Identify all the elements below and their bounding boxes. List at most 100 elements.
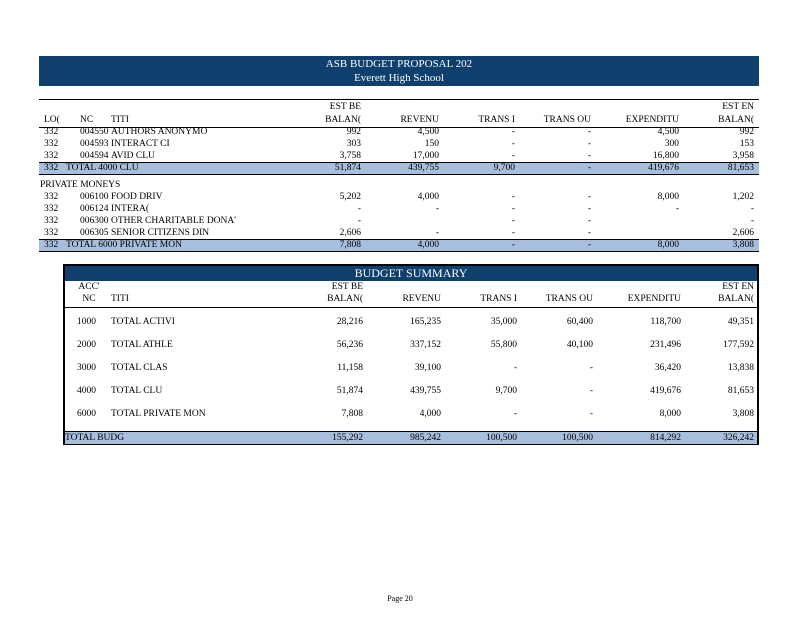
cell-revenue: 17,000 [412,151,439,161]
table-row: 332 006124 INTERA( - - - - - - [39,203,759,215]
cell-revenue: - [435,228,439,238]
cell-trans-in: - [511,192,515,202]
cell-est-beg: 51,874 [336,386,363,396]
cell-revenue: - [435,204,439,214]
header-est-beg-2: BALAN( [325,115,361,125]
header-trans-out: TRANS OU [545,294,593,304]
cell-title: TOTAL 4000 CLU [66,163,139,173]
cell-loc: 332 [44,163,59,173]
cell-est-beg: 5,202 [339,192,361,202]
cell-trans-out: - [587,204,591,214]
cell-no: 004593 [80,139,109,149]
cell-est-end: 13,838 [727,363,754,373]
header-loc: LO( [44,115,60,125]
cell-est-beg: 303 [346,139,361,149]
table-row: 332 006100 FOOD DRIV 5,202 4,000 - - 8,0… [39,191,759,203]
cell-no: 004594 [80,151,109,161]
table-row: 332 004593 INTERACT CI 303 150 - - 300 1… [39,138,759,150]
cell-expenditures: 231,496 [650,340,681,350]
cell-revenue: 4,000 [417,240,439,250]
header-acct-2: NC [82,294,96,304]
cell-trans-out: - [587,192,591,202]
cell-est-end: - [750,216,754,226]
school-name: Everett High School [354,72,444,84]
cell-est-end: 81,653 [727,163,754,173]
page-number: Page 20 [387,594,413,603]
cell-est-beg: 2,606 [339,228,361,238]
cell-trans-in: 55,800 [490,340,517,350]
cell-trans-out: - [587,151,591,161]
header-expenditures: EXPENDITU [625,115,679,125]
header-expenditures: EXPENDITU [627,294,681,304]
cell-est-beg: 28,216 [336,317,363,327]
detail-table-header: LO( NC TITI EST BE BALAN( REVENU TRANS I… [39,99,759,128]
cell-title: AUTHORS ANONYMO [111,127,208,137]
total-clubs-row: 332 TOTAL 4000 CLU 51,874 439,755 9,700 … [39,162,759,175]
cell-trans-out: - [589,409,593,419]
cell-trans-in: - [511,204,515,214]
cell-title: OTHER CHARITABLE DONA' [111,216,236,226]
cell-title: AVID CLU [111,151,155,161]
table-row: 332 004550 AUTHORS ANONYMO 992 4,500 - -… [39,126,759,138]
cell-acct: 3000 [77,363,96,373]
cell-trans-out: - [587,216,591,226]
summary-header: ACC' NC TITI EST BE BALAN( REVENU TRANS … [65,281,757,308]
header-trans-in: TRANS I [480,294,517,304]
cell-title: SENIOR CITIZENS DIN [111,228,210,238]
cell-trans-out: 100,500 [562,433,593,443]
cell-est-beg: 992 [346,127,361,137]
cell-acct: 2000 [77,340,96,350]
cell-loc: 332 [44,240,59,250]
cell-trans-in: - [513,363,517,373]
cell-expenditures: 814,292 [650,433,681,443]
report-title: ASB BUDGET PROPOSAL 202 [325,58,473,70]
cell-est-beg: 155,292 [332,433,363,443]
cell-trans-out: - [587,163,591,173]
cell-revenue: 4,000 [417,192,439,202]
cell-revenue: 439,755 [410,386,441,396]
header-revenue: REVENU [402,294,441,304]
cell-title: TOTAL CLU [111,386,163,396]
header-est-end-2: BALAN( [718,294,754,304]
report-banner: ASB BUDGET PROPOSAL 202 Everett High Sch… [39,56,759,86]
cell-expenditures: 8,000 [657,192,679,202]
cell-est-end: 1,202 [732,192,754,202]
cell-est-end: 3,958 [732,151,754,161]
cell-est-beg: - [357,204,361,214]
cell-loc: 332 [44,139,59,149]
header-revenue: REVENU [400,115,439,125]
cell-expenditures: 419,676 [650,386,681,396]
header-trans-in: TRANS I [478,115,515,125]
cell-expenditures: 419,676 [648,163,679,173]
cell-est-end: 153 [739,139,754,149]
summary-row: 1000 TOTAL ACTIVI 28,216 165,235 35,000 … [65,315,757,329]
cell-revenue: 150 [424,139,439,149]
cell-expenditures: - [675,204,679,214]
cell-revenue: 337,152 [410,340,441,350]
summary-total-row: TOTAL BUDG 155,292 985,242 100,500 100,5… [65,431,757,444]
cell-no: 006305 [80,228,109,238]
cell-est-beg: 56,236 [336,340,363,350]
cell-revenue: 4,500 [417,127,439,137]
cell-loc: 332 [44,204,59,214]
cell-trans-out: - [589,386,593,396]
cell-trans-out: - [587,228,591,238]
budget-summary-box [63,264,759,445]
cell-acct: 6000 [77,409,96,419]
cell-trans-in: - [511,151,515,161]
cell-revenue: 4,000 [419,409,441,419]
cell-est-end: 2,606 [732,228,754,238]
cell-expenditures: 118,700 [650,317,681,327]
cell-expenditures: 300 [664,139,679,149]
cell-trans-in: - [513,409,517,419]
cell-expenditures: 8,000 [659,409,681,419]
cell-acct: 1000 [77,317,96,327]
cell-title: TOTAL PRIVATE MON [111,409,206,419]
cell-no: 006300 [80,216,109,226]
cell-trans-in: - [511,216,515,226]
cell-est-end: 177,592 [723,340,754,350]
section-heading: PRIVATE MONEYS [39,179,759,191]
cell-trans-out: 60,400 [566,317,593,327]
cell-loc: 332 [44,228,59,238]
cell-title: INTERACT CI [111,139,170,149]
